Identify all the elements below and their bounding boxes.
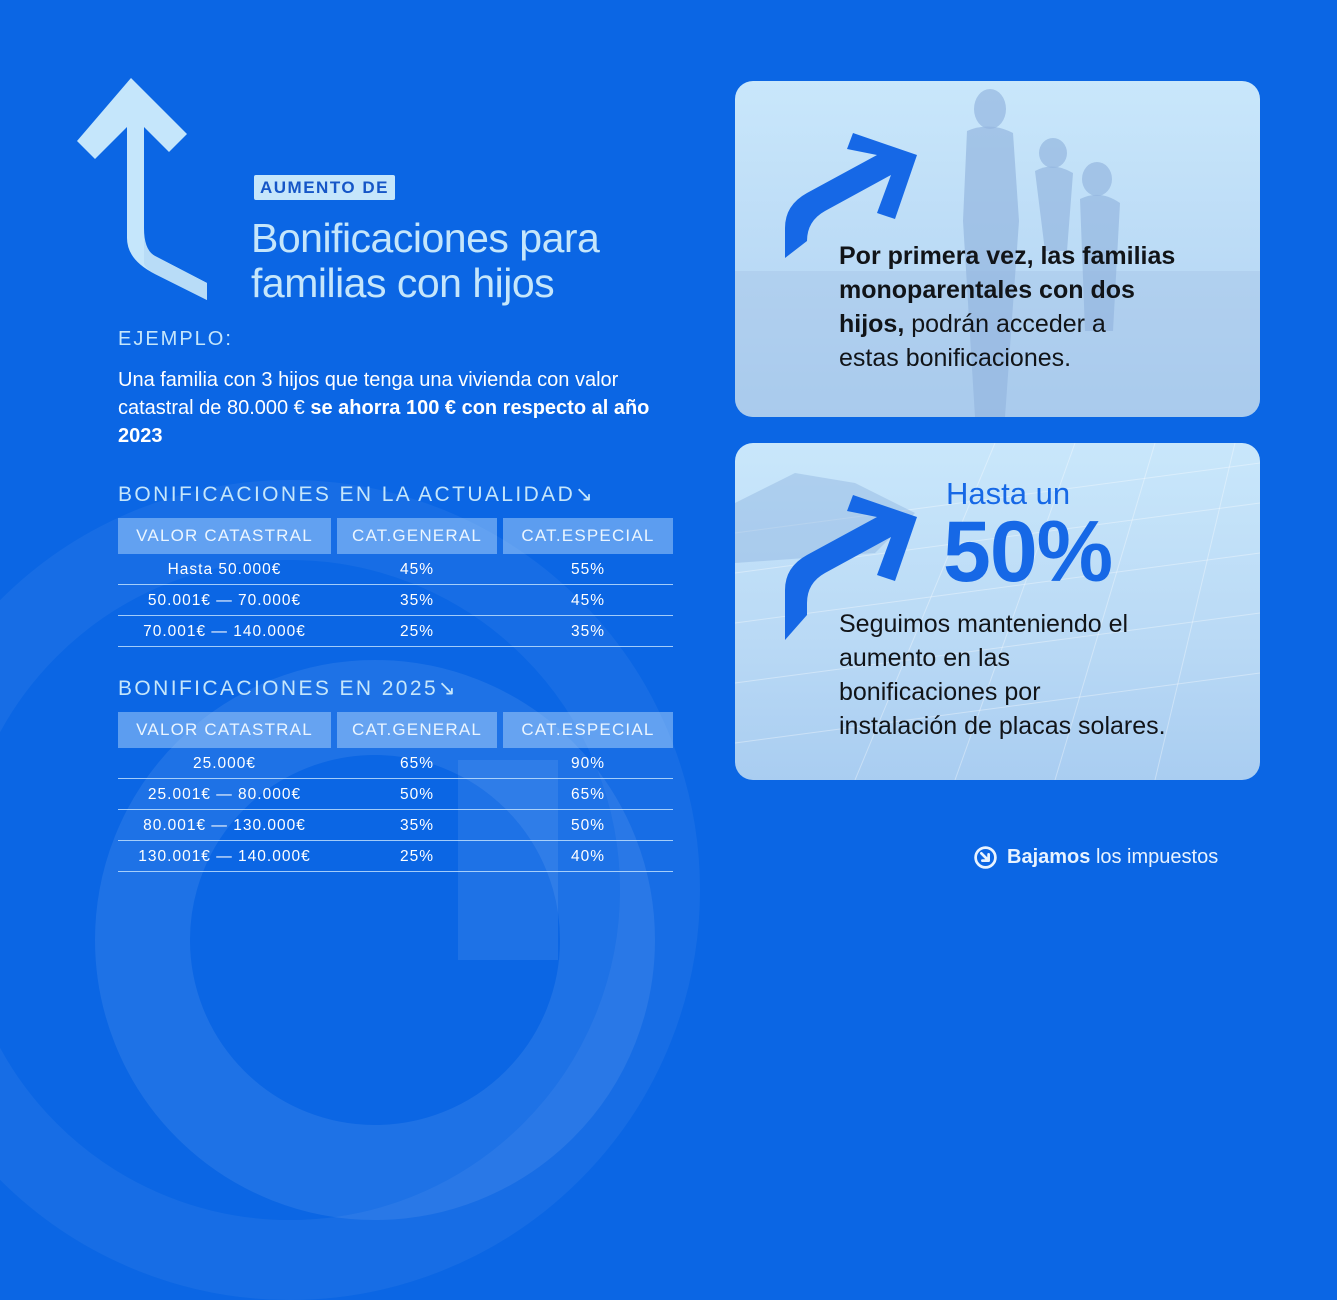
cell-general: 25% — [399, 622, 435, 640]
aumento-badge: AUMENTO DE — [254, 175, 395, 200]
table-row: 50.001€ — 70.000€ 35% 45% — [118, 586, 673, 616]
cell-especial: 55% — [570, 560, 606, 578]
table-row: Hasta 50.000€ 45% 55% — [118, 555, 673, 585]
cell-valor: 80.001€ — 130.000€ — [143, 816, 306, 834]
cell-general: 35% — [399, 816, 435, 834]
example-text-bold: se ahorra 100 € con respecto al año 2023 — [118, 397, 650, 447]
table-row: 70.001€ — 140.000€ 25% 35% — [118, 617, 673, 647]
table-row: 25.001€ — 80.000€ 50% 65% — [118, 780, 673, 810]
card-solar: Hasta un 50% Seguimos manteniendo el aum… — [735, 443, 1260, 780]
hasta-label: Hasta un — [946, 476, 1071, 511]
families-text-line-2: monoparentales con dos — [839, 276, 1135, 304]
solar-text: Seguimos manteniendo el aumento en las b… — [839, 607, 1166, 743]
cell-valor: 25.000€ — [192, 754, 257, 772]
cell-general: 35% — [399, 591, 435, 609]
card-families: Por primera vez, las familias monoparent… — [735, 81, 1260, 417]
title-line-1: Bonificaciones para — [251, 215, 600, 261]
header-cat-especial: CAT.ESPECIAL — [503, 712, 673, 748]
cell-valor: 50.001€ — 70.000€ — [147, 591, 302, 609]
cell-general: 25% — [399, 847, 435, 865]
table-header: VALOR CATASTRAL CAT.GENERAL CAT.ESPECIAL — [118, 712, 673, 748]
families-text-line-1: Por primera vez, las familias — [839, 242, 1176, 270]
families-text-line-4: estas bonificaciones. — [839, 344, 1072, 372]
cell-general: 50% — [399, 785, 435, 803]
table-row: 80.001€ — 130.000€ 35% 50% — [118, 811, 673, 841]
page-title: Bonificaciones para familias con hijos — [251, 215, 600, 306]
header-cat-especial: CAT.ESPECIAL — [503, 518, 673, 554]
solar-text-line-2: aumento en las — [839, 644, 1010, 672]
table-2025: VALOR CATASTRAL CAT.GENERAL CAT.ESPECIAL… — [118, 712, 673, 872]
header-valor-catastral: VALOR CATASTRAL — [118, 518, 331, 554]
cell-valor: 130.001€ — 140.000€ — [138, 847, 311, 865]
brand-logo: Bajamos los impuestos — [973, 845, 1218, 870]
percentage-value: 50% — [943, 504, 1113, 600]
section-title-current: BONIFICACIONES EN LA ACTUALIDAD↘ — [118, 483, 596, 506]
brand-name-bold: Bajamos — [1007, 846, 1091, 868]
cell-especial: 90% — [570, 754, 606, 772]
families-text-line-3: podrán acceder a — [904, 310, 1106, 338]
family-photo-silhouette — [735, 89, 1260, 417]
header-cat-general: CAT.GENERAL — [337, 518, 497, 554]
cell-especial: 35% — [570, 622, 606, 640]
up-arrow-icon — [77, 78, 207, 300]
cell-valor: Hasta 50.000€ — [167, 560, 282, 578]
cell-especial: 45% — [570, 591, 606, 609]
brand-name-plain: los impuestos — [1095, 846, 1219, 868]
example-text: Una familia con 3 hijos que tenga una vi… — [118, 366, 678, 450]
families-text-line-3-bold: hijos, — [839, 310, 905, 338]
cell-especial: 50% — [570, 816, 606, 834]
header-valor-catastral: VALOR CATASTRAL — [118, 712, 331, 748]
cell-especial: 65% — [570, 785, 606, 803]
cell-valor: 25.001€ — 80.000€ — [147, 785, 302, 803]
section-title-2025: BONIFICACIONES EN 2025↘ — [118, 677, 459, 700]
header-cat-general: CAT.GENERAL — [337, 712, 497, 748]
solar-text-line-3: bonificaciones por — [839, 678, 1041, 706]
cell-especial: 40% — [570, 847, 606, 865]
up-right-arrow-icon — [785, 133, 917, 258]
table-header: VALOR CATASTRAL CAT.GENERAL CAT.ESPECIAL — [118, 518, 673, 554]
cell-general: 45% — [399, 560, 435, 578]
cell-valor: 70.001€ — 140.000€ — [143, 622, 306, 640]
table-current: VALOR CATASTRAL CAT.GENERAL CAT.ESPECIAL… — [118, 518, 673, 647]
up-right-arrow-icon — [785, 495, 917, 640]
cell-general: 65% — [399, 754, 435, 772]
example-label: EJEMPLO: — [118, 328, 233, 350]
table-row: 25.000€ 65% 90% — [118, 749, 673, 779]
down-right-arrow-circle-icon — [974, 846, 997, 869]
families-text: Por primera vez, las familias monoparent… — [839, 239, 1175, 375]
example-text-plain: Una familia con 3 hijos que tenga una vi… — [118, 369, 619, 419]
solar-text-line-1: Seguimos manteniendo el — [839, 610, 1129, 638]
title-line-2: familias con hijos — [251, 260, 555, 306]
table-row: 130.001€ — 140.000€ 25% 40% — [118, 842, 673, 872]
solar-text-line-4: instalación de placas solares. — [839, 712, 1166, 740]
